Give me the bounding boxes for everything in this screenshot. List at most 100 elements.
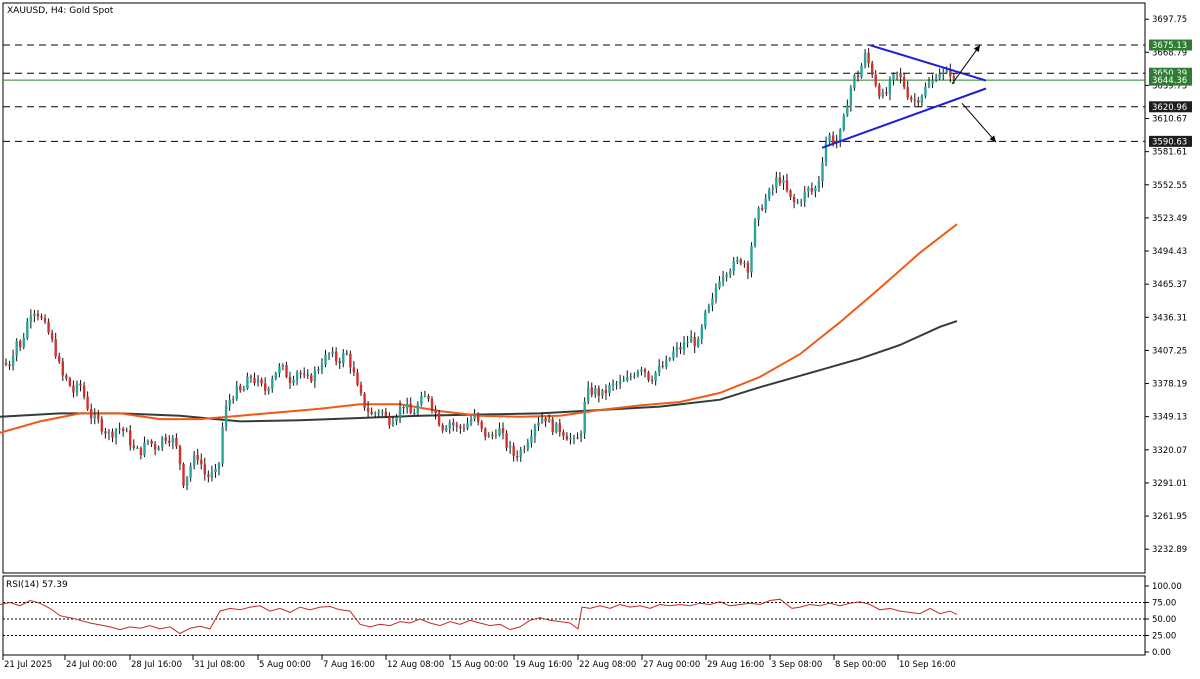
- rsi-tick-label: 100.00: [1152, 582, 1182, 592]
- candle: [775, 171, 778, 194]
- candle-body-up: [601, 390, 604, 396]
- candle-body-up: [583, 401, 586, 434]
- price-level-badge-bg: [1149, 39, 1192, 51]
- candle: [487, 432, 490, 438]
- ema-fast-line: [0, 223, 958, 434]
- candle: [895, 71, 899, 81]
- candle-body-up: [860, 65, 863, 78]
- time-tick-label: 15 Aug 00:00: [451, 660, 508, 670]
- candle-body-up: [736, 259, 739, 262]
- candle-body-up: [214, 468, 217, 472]
- candle: [899, 67, 902, 84]
- price-level-badge-bg: [1149, 135, 1192, 147]
- candle: [650, 375, 654, 384]
- candle: [196, 448, 199, 465]
- candle-body-up: [704, 311, 707, 327]
- candle-body-up: [93, 414, 96, 419]
- candle-body-up: [125, 430, 128, 432]
- candle-body-up: [118, 428, 121, 430]
- candle: [65, 373, 68, 381]
- candle: [228, 393, 231, 411]
- candle: [792, 193, 796, 209]
- candle: [118, 422, 121, 435]
- price-tick-label: 3581.61: [1152, 148, 1187, 158]
- candle: [849, 85, 853, 112]
- candle-body-down: [437, 413, 441, 426]
- candle-body-down: [661, 365, 664, 367]
- candle: [129, 425, 132, 451]
- candle-body-up: [927, 83, 931, 87]
- candle: [516, 450, 519, 462]
- candle: [902, 72, 906, 90]
- candle-body-down: [40, 316, 43, 318]
- candle: [168, 435, 171, 447]
- price-level-badge: 3590.63: [1149, 135, 1192, 147]
- candle: [881, 88, 884, 99]
- candle: [356, 368, 359, 387]
- time-axis: 21 Jul 2025 24 Jul 00:00 28 Jul 16:00 31 Ju…: [2, 655, 956, 670]
- candle-body-up: [853, 75, 856, 88]
- candle-body-up: [157, 447, 160, 450]
- time-tick-label: 5 Aug 00:00: [259, 660, 311, 670]
- candle-body-down: [175, 438, 178, 447]
- candle-body-up: [327, 354, 331, 356]
- candle: [743, 260, 746, 268]
- candle-body-down: [253, 377, 256, 383]
- candle: [601, 388, 604, 399]
- candle: [82, 381, 86, 400]
- chart-header-label: XAUUSD, H4: Gold Spot: [7, 6, 114, 16]
- candle-body-up: [398, 407, 402, 417]
- candle-body-down: [196, 455, 199, 460]
- candle-body-up: [232, 398, 235, 400]
- candle-body-up: [235, 385, 238, 399]
- candle: [519, 446, 522, 462]
- candle: [29, 309, 33, 329]
- candle-body-up: [75, 383, 79, 393]
- candle: [100, 416, 103, 435]
- candle: [718, 275, 721, 290]
- candle: [888, 76, 892, 101]
- candle-body-up: [107, 431, 111, 434]
- candle-body-up: [292, 380, 295, 383]
- time-tick-label: 31 Jul 08:00: [194, 660, 245, 670]
- candle-body-up: [672, 351, 675, 359]
- candle-body-down: [551, 419, 554, 433]
- candle-body-up: [579, 433, 583, 438]
- candle-body-down: [430, 398, 434, 410]
- triangle-upper-line: [869, 44, 987, 82]
- candle-body-down: [129, 430, 132, 446]
- candle: [555, 421, 558, 434]
- candle-body-up: [707, 305, 711, 312]
- price-tick-label: 3465.37: [1152, 280, 1187, 290]
- candle: [345, 349, 348, 356]
- candle: [803, 185, 806, 207]
- candle: [75, 380, 79, 397]
- candle: [597, 385, 600, 403]
- candle: [846, 99, 849, 117]
- candle: [785, 173, 789, 193]
- candle: [576, 432, 579, 440]
- candle-body-down: [164, 437, 167, 441]
- candle: [594, 385, 597, 398]
- candle: [381, 409, 384, 417]
- candle: [498, 422, 501, 437]
- candle: [423, 390, 427, 398]
- candle-body-down: [562, 432, 565, 437]
- candle-body-down: [484, 428, 487, 437]
- candle-body-down: [338, 361, 341, 364]
- candle-body-down: [310, 375, 313, 382]
- candle: [658, 359, 661, 377]
- candle: [839, 128, 842, 147]
- candle-body-down: [352, 367, 356, 373]
- candle: [161, 435, 164, 451]
- candle-body-down: [306, 374, 309, 376]
- price-tick-label: 3320.07: [1152, 446, 1187, 456]
- candle: [349, 350, 352, 374]
- candle: [366, 400, 370, 418]
- price-tick-label: 3232.89: [1152, 545, 1187, 555]
- candle: [139, 446, 143, 460]
- candle: [494, 429, 498, 439]
- price-tick-label: 3668.79: [1152, 48, 1187, 58]
